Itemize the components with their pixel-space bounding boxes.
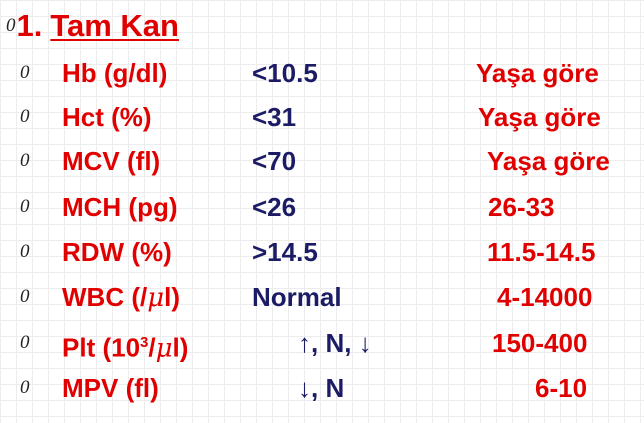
criterion-value: ↓, N	[298, 373, 345, 403]
parameter-label: RDW (%)	[62, 237, 172, 267]
normal-range: Yaşa göre	[478, 102, 601, 132]
bullet-icon: 0	[6, 15, 16, 36]
parameter-label: MCV (fl)	[62, 146, 161, 176]
bullet-icon: 0	[20, 286, 30, 307]
lab-row-hct: 0 Hct (%) <31 Yaşa göre	[0, 96, 644, 138]
lab-row-mpv: 0 MPV (fl) ↓, N 6-10	[0, 367, 644, 409]
criterion-value: ↑, N, ↓	[298, 328, 372, 358]
bullet-icon: 0	[20, 196, 30, 217]
criterion-value: <10.5	[252, 58, 318, 88]
normal-range: 26-33	[488, 192, 555, 222]
normal-range: Yaşa göre	[476, 58, 599, 88]
bullet-icon: 0	[20, 332, 30, 353]
micro-symbol: μ	[155, 333, 173, 364]
criterion-value: Normal	[252, 282, 342, 312]
section-heading: Tam Kan	[50, 8, 179, 43]
bullet-icon: 0	[20, 106, 30, 127]
section-title: 0 1. Tam Kan	[6, 4, 179, 48]
parameter-label: MPV (fl)	[62, 373, 159, 403]
parameter-label: Hct (%)	[62, 102, 152, 132]
criterion-value: <70	[252, 146, 297, 176]
normal-range: 6-10	[535, 373, 588, 403]
bullet-icon: 0	[20, 62, 30, 83]
criterion-value: >14.5	[252, 237, 318, 267]
lab-row-rdw: 0 RDW (%) >14.5 11.5-14.5	[0, 231, 644, 273]
normal-range: 4-14000	[497, 282, 593, 312]
parameter-label: Hb (g/dl)	[62, 58, 168, 88]
lab-row-wbc: 0 WBC (/μl) Normal 4-14000	[0, 276, 644, 318]
normal-range: Yaşa göre	[487, 146, 610, 176]
bullet-icon: 0	[20, 150, 30, 171]
lab-row-plt: 0 Plt (103/μl) ↑, N, ↓ 150-400	[0, 322, 644, 364]
bullet-icon: 0	[20, 241, 30, 262]
normal-range: 11.5-14.5	[487, 237, 596, 267]
lab-row-mch: 0 MCH (pg) <26 26-33	[0, 186, 644, 228]
section-number: 1.	[16, 8, 43, 43]
parameter-label: WBC (/μl)	[62, 282, 180, 313]
criterion-value: <31	[252, 102, 297, 132]
lab-row-hb: 0 Hb (g/dl) <10.5 Yaşa göre	[0, 52, 644, 94]
criterion-value: <26	[252, 192, 297, 222]
exponent: 3	[140, 334, 149, 351]
parameter-label: MCH (pg)	[62, 192, 178, 222]
parameter-label: Plt (103/μl)	[62, 332, 189, 364]
normal-range: 150-400	[492, 328, 588, 358]
bullet-icon: 0	[20, 377, 30, 398]
micro-symbol: μ	[147, 283, 165, 313]
lab-row-mcv: 0 MCV (fl) <70 Yaşa göre	[0, 140, 644, 182]
